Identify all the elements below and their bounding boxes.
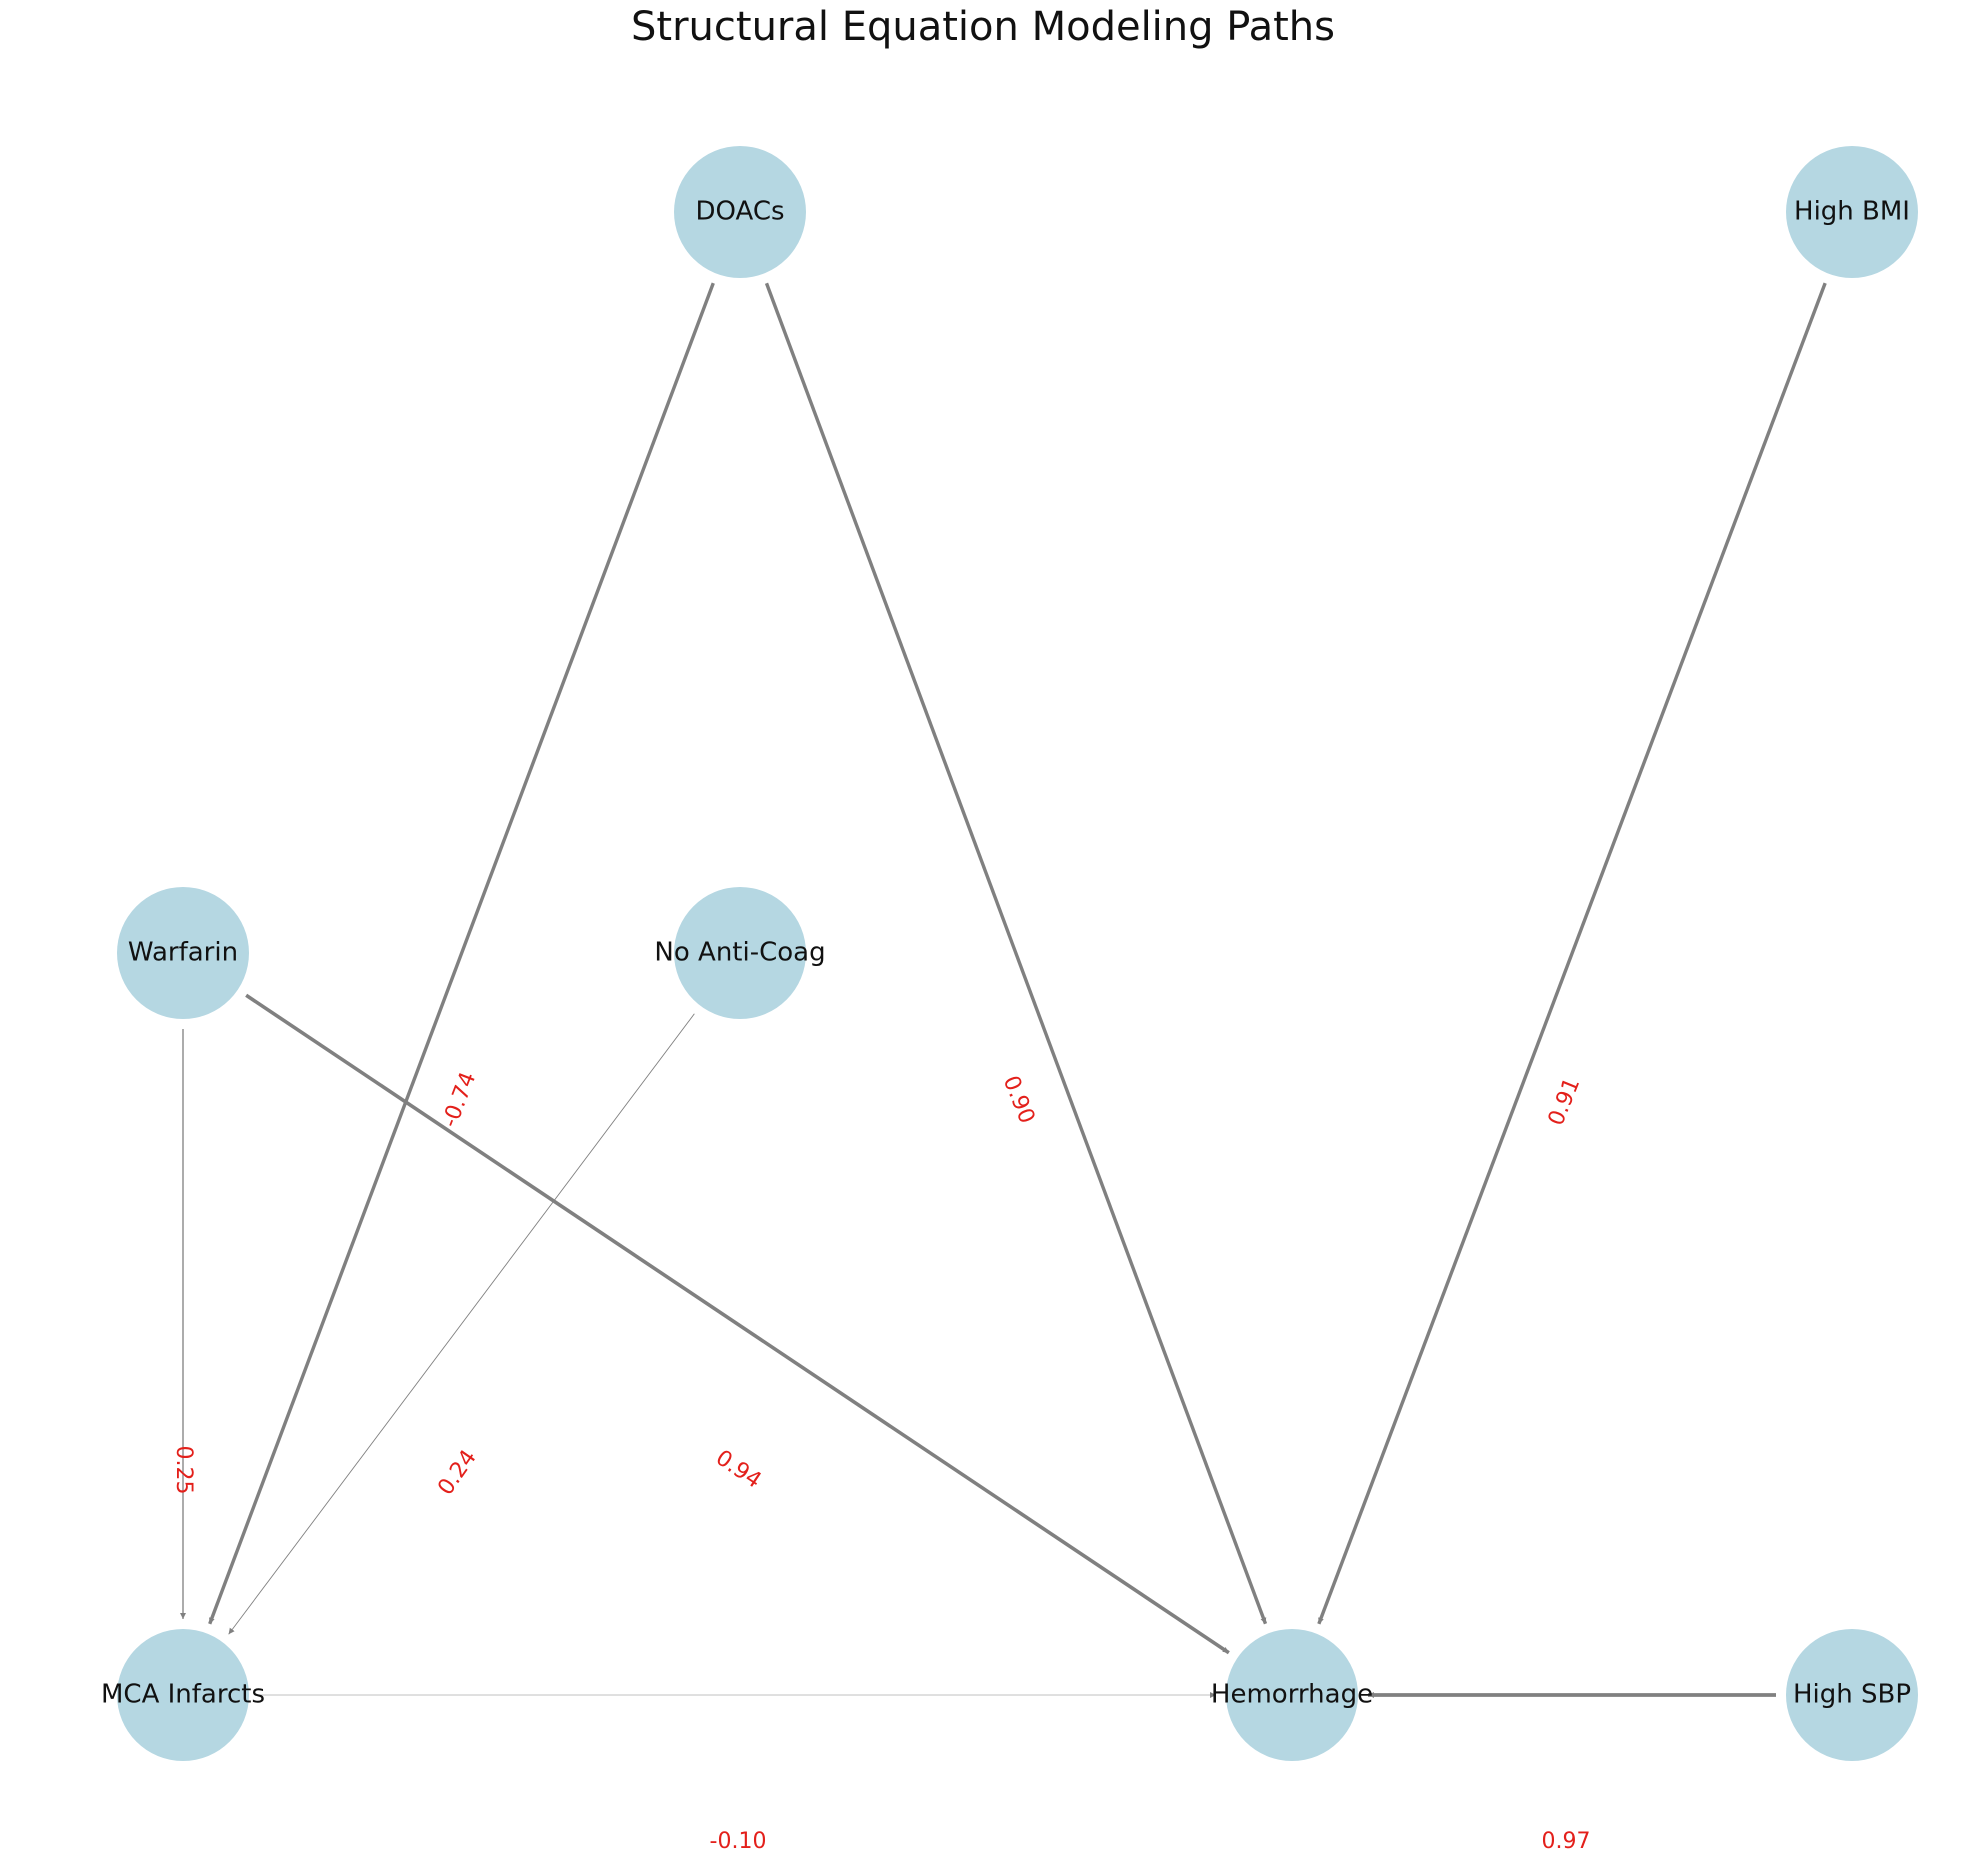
node-hemorrhage: Hemorrhage: [1211, 1629, 1373, 1761]
node-label: Hemorrhage: [1211, 1680, 1373, 1710]
node-no-anticoag: No Anti-Coag: [654, 887, 826, 1019]
edge-label: 0.97: [1542, 1829, 1591, 1854]
node-circle: [117, 887, 249, 1019]
node-label: DOACs: [695, 197, 784, 227]
edge-warfarin-to-hemorrhage: [245, 993, 1230, 1655]
edge-doacs-to-mca-infarcts: [208, 282, 715, 1625]
node-mca-infarcts: MCA Infarcts: [101, 1629, 265, 1761]
node-label: No Anti-Coag: [654, 938, 825, 968]
edge-label: 0.91: [1544, 1074, 1586, 1129]
edge-label: 0.94: [711, 1446, 766, 1494]
edge-label: -0.10: [710, 1829, 767, 1854]
node-circle: [1786, 1629, 1918, 1761]
edge-label: 0.25: [171, 1446, 196, 1495]
node-warfarin: Warfarin: [117, 887, 249, 1019]
node-label: High SBP: [1793, 1680, 1911, 1710]
edge-doacs-to-hemorrhage: [764, 282, 1268, 1625]
node-circle: [674, 887, 806, 1019]
edge-no-anticoag-to-mca-infarcts: [228, 1013, 695, 1635]
node-circle: [117, 1629, 249, 1761]
edge-label: -0.74: [438, 1069, 482, 1131]
node-high-bmi: High BMI: [1786, 146, 1918, 278]
edge-labels-layer: -0.74 0.90 0.91 0.25 0.94 0.24 -0.10 0.97: [171, 1069, 1590, 1854]
node-label: MCA Infarcts: [101, 1680, 265, 1710]
nodes-layer: DOACs High BMI Warfarin No Anti-Coag MCA Inf…: [101, 146, 1918, 1761]
edge-label: 0.90: [998, 1072, 1040, 1127]
edges-layer: [180, 282, 1827, 1698]
diagram-title: Structural Equation Modeling Paths: [631, 4, 1335, 50]
node-high-sbp: High SBP: [1786, 1629, 1918, 1761]
node-label: Warfarin: [128, 938, 238, 968]
edge-high-bmi-to-hemorrhage: [1317, 282, 1827, 1625]
node-circle: [674, 146, 806, 278]
node-circle: [1786, 146, 1918, 278]
node-label: High BMI: [1794, 197, 1910, 227]
node-doacs: DOACs: [674, 146, 806, 278]
node-circle: [1226, 1629, 1358, 1761]
edge-label: 0.24: [433, 1445, 482, 1499]
